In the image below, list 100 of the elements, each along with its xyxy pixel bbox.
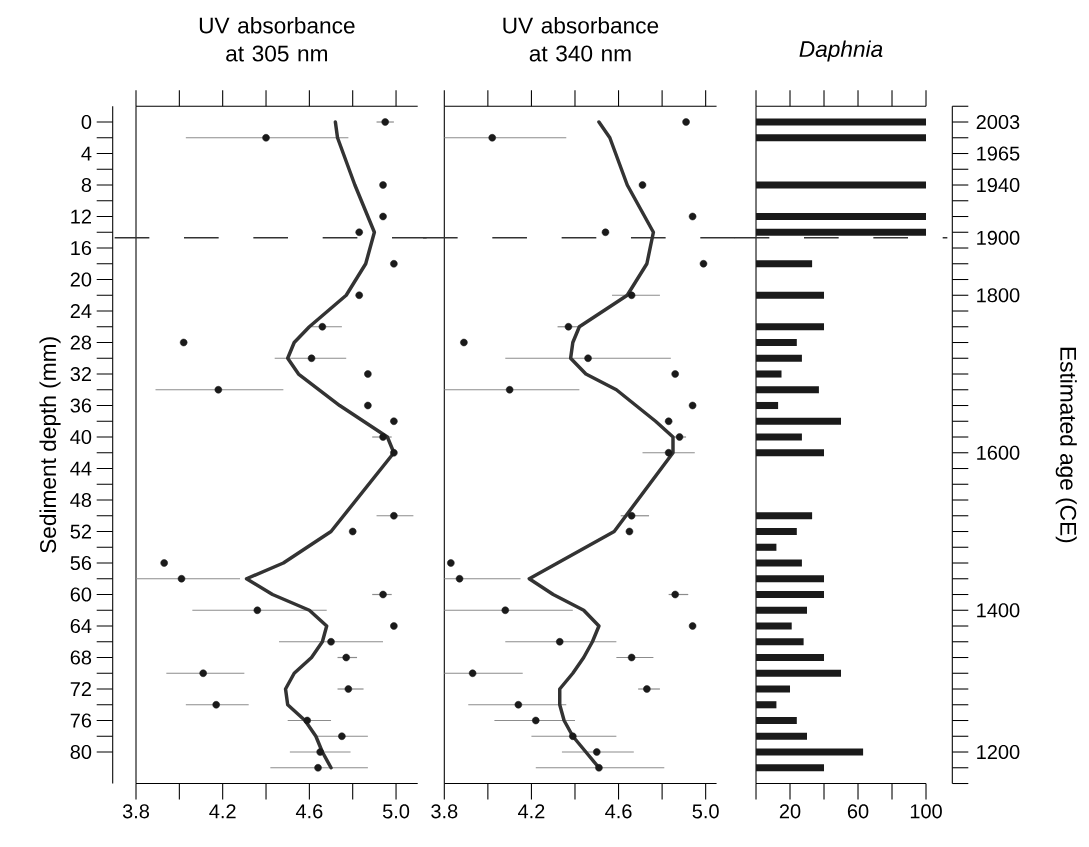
bar [756,212,927,221]
point [556,638,564,646]
bar [756,606,808,614]
y-tick-label: 56 [70,555,92,571]
x-tick-label: 20 [779,804,801,819]
text: 1200 [977,744,1020,760]
bar [756,575,825,583]
chart-title: UV absorbance at 340 nm [503,16,659,62]
y-axis-title: Sediment depth (mm) [39,337,61,553]
point [682,118,690,126]
chart-title: UV absorbance at 305 nm [199,16,355,62]
bar [756,386,819,394]
point [532,716,540,725]
point [627,653,636,662]
bar [756,118,927,126]
x-tick-label: 3.8 [431,804,458,819]
bar [756,669,842,677]
bar [756,685,791,693]
point [564,323,573,331]
x-tick-label: 4.6 [295,804,323,819]
chart-title: Daphnia [799,40,883,62]
bar [756,291,825,299]
bar [756,590,825,599]
bar [756,260,813,268]
y-tick-label: 0 [81,114,92,130]
x-tick-label: 5.0 [692,804,719,819]
y-tick-label: 8 [81,177,92,193]
x-tick-label: 4.2 [517,804,545,819]
text: 1400 [977,603,1020,618]
bar [756,449,825,457]
bar [756,701,777,709]
point [688,212,697,221]
bar [756,527,797,536]
point [447,559,455,567]
text: 1800 [977,288,1020,303]
bar [756,228,927,236]
point [627,291,636,299]
y-tick-label: 16 [71,240,92,256]
bar [756,638,804,646]
y2-axis-title: Estimated age (CE) [1055,347,1077,543]
point [505,386,514,394]
point [593,748,601,756]
y-tick-label: 68 [70,650,92,665]
point [671,590,679,599]
y-tick-label: 20 [70,272,92,287]
x-tick-label: 100 [910,804,942,819]
point [699,260,708,268]
point [688,401,697,410]
y-tick-label: 24 [70,304,92,318]
bar [756,748,864,756]
text: 1600 [977,445,1020,460]
bar [756,181,927,189]
bar [756,323,825,331]
y-tick-label: 76 [70,713,92,728]
bar [756,764,825,772]
point [488,134,496,142]
y-tick-label: 28 [70,335,92,350]
bar [756,512,813,520]
point [688,622,697,630]
x-tick-label: 60 [847,804,869,819]
x-tick-label: 3.8 [122,804,150,819]
bar [756,370,782,378]
point [671,370,679,378]
y-tick-label: 52 [70,524,91,539]
point [627,512,636,520]
point [664,449,673,457]
bar [756,622,792,630]
y-tick-label: 12 [71,209,91,224]
point [569,732,577,740]
point [584,354,592,362]
x-tick-label: 5.0 [382,804,410,819]
y-tick-label: 72 [70,682,91,696]
bar [756,732,808,740]
point [501,606,510,614]
point [601,228,610,236]
bar [756,354,802,362]
point [664,417,673,425]
text: 2003 [976,114,1020,130]
bar [756,543,777,551]
y-tick-label: 48 [70,492,92,508]
y-tick-label: 60 [70,587,92,602]
text: 1965 [977,146,1020,161]
y-tick-label: 44 [70,461,92,476]
bar [756,559,802,567]
y-tick-label: 36 [70,398,92,413]
x-tick-label: 4.2 [209,804,236,819]
point [595,764,603,772]
text: 1900 [977,230,1020,245]
y-tick-label: 32 [70,366,91,382]
point [638,181,647,189]
bar [756,338,797,347]
y-tick-label: 64 [70,618,92,634]
bar [756,134,927,142]
text: 1940 [977,177,1020,193]
y-tick-label: 4 [81,146,92,161]
bar [756,417,842,425]
bar [756,653,825,662]
point [625,527,634,536]
point [468,669,477,677]
point [455,575,464,583]
